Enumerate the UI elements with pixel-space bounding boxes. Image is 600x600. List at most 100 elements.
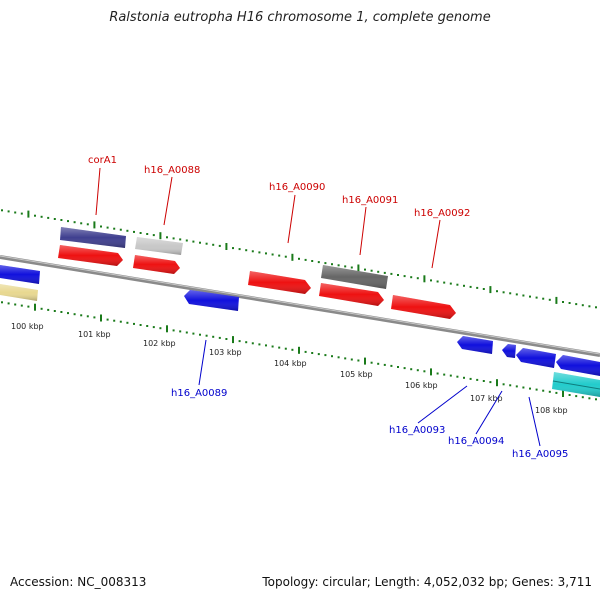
gene-feature-right-blue-shade xyxy=(556,355,600,376)
upper-row-major-tick xyxy=(357,264,360,272)
lower-row-minor-tick xyxy=(595,398,597,401)
upper-row-minor-tick xyxy=(106,226,109,229)
lower-row-minor-tick xyxy=(238,340,241,343)
cds-feature-h16_A0091-shade xyxy=(319,283,384,306)
map-title: Ralstonia eutropha H16 chromosome 1, com… xyxy=(109,10,491,25)
lower-row-minor-tick xyxy=(311,352,314,354)
upper-row-minor-tick xyxy=(535,296,538,299)
lower-row-minor-tick xyxy=(449,374,452,377)
lower-row-minor-tick xyxy=(344,357,347,360)
lower-row-minor-tick xyxy=(397,366,399,368)
lower-row-minor-tick xyxy=(443,373,446,376)
upper-row-minor-tick xyxy=(199,241,201,244)
lower-row-minor-tick xyxy=(119,320,122,323)
upper-row-minor-tick xyxy=(364,268,366,271)
gene-feature-right-cyan-divider xyxy=(552,380,600,390)
lower-row-minor-tick xyxy=(509,384,512,387)
upper-row-minor-tick xyxy=(245,249,248,252)
upper-row-minor-tick xyxy=(73,221,76,224)
gene-label-h16_A0088[interactable]: h16_A0088 xyxy=(144,165,200,176)
tick-label-102kbp: 102 kbp xyxy=(143,339,176,348)
lower-row-minor-tick xyxy=(555,391,558,394)
scale-labels: 100 kbp 101 kbp 102 kbp 103 kbp 104 kbp … xyxy=(11,322,568,415)
upper-row-minor-tick xyxy=(469,285,472,288)
lower-row-minor-tick xyxy=(1,301,3,304)
lower-row-minor-tick xyxy=(469,377,472,380)
upper-row-minor-tick xyxy=(443,281,446,284)
upper-row-major-tick xyxy=(159,232,162,240)
upper-row-minor-tick xyxy=(298,257,300,260)
upper-row-minor-tick xyxy=(430,279,432,282)
upper-row-minor-tick xyxy=(397,274,399,276)
gene-feature-h16_A0088-shade xyxy=(135,237,183,255)
lower-row-minor-tick xyxy=(291,348,294,351)
upper-row-minor-tick xyxy=(377,270,380,273)
lower-row-minor-tick xyxy=(463,376,465,379)
upper-row-minor-tick xyxy=(113,227,116,230)
upper-row-major-tick xyxy=(489,286,492,294)
lower-row-minor-tick xyxy=(218,336,221,339)
lower-row-minor-tick xyxy=(456,375,459,378)
upper-row-minor-tick xyxy=(271,253,274,256)
upper-row-minor-tick xyxy=(7,210,10,213)
upper-row-minor-tick xyxy=(126,229,129,232)
upper-row-minor-tick xyxy=(581,304,584,307)
lower-row-minor-tick xyxy=(588,397,591,400)
lower-row-minor-tick xyxy=(251,342,254,345)
lower-row-minor-tick xyxy=(350,358,353,361)
lower-row-minor-tick xyxy=(185,331,188,334)
upper-row-major-tick xyxy=(555,296,558,304)
lower-row-minor-tick xyxy=(436,372,439,375)
lower-row-minor-tick xyxy=(548,390,551,393)
genome-info-text: Topology: circular; Length: 4,052,032 bp… xyxy=(262,575,592,589)
upper-row-minor-tick xyxy=(47,216,50,219)
gene-label-h16_A0095[interactable]: h16_A0095 xyxy=(512,449,568,460)
upper-row-major-tick xyxy=(27,210,30,218)
lower-row-minor-tick xyxy=(139,324,142,326)
upper-row-minor-tick xyxy=(119,228,122,231)
tick-row-lower xyxy=(1,301,597,401)
leader-h16_A0091 xyxy=(359,206,367,256)
tick-label-100kbp: 100 kbp xyxy=(11,322,44,331)
lower-row-minor-tick xyxy=(27,305,30,308)
lower-row-minor-tick xyxy=(271,345,274,348)
lower-row-minor-tick xyxy=(304,350,307,353)
upper-row-minor-tick xyxy=(86,223,89,226)
leader-h16_A0090 xyxy=(287,194,296,244)
gene-label-h16_A0089[interactable]: h16_A0089 xyxy=(171,388,227,399)
lower-row-major-tick xyxy=(430,368,432,376)
gene-label-corA1[interactable]: corA1 xyxy=(88,155,117,166)
upper-row-minor-tick xyxy=(20,212,23,215)
lower-row-minor-tick xyxy=(370,361,373,364)
upper-row-minor-tick xyxy=(1,209,3,212)
tick-label-106kbp: 106 kbp xyxy=(405,381,438,390)
gene-feature-left-blue-shade xyxy=(0,265,40,284)
upper-row-minor-tick xyxy=(542,297,545,300)
cds-feature-corA1-shade xyxy=(58,245,123,266)
accession-text: Accession: NC_008313 xyxy=(10,575,147,589)
gene-label-h16_A0092[interactable]: h16_A0092 xyxy=(414,208,470,219)
upper-row-minor-tick xyxy=(410,276,413,279)
tick-label-108kbp: 108 kbp xyxy=(535,406,568,415)
label-leaders xyxy=(95,167,541,447)
lower-row-minor-tick xyxy=(357,359,360,362)
lower-row-minor-tick xyxy=(93,316,96,319)
gene-label-h16_A0093[interactable]: h16_A0093 xyxy=(389,425,445,436)
gene-labels: corA1 h16_A0088 h16_A0090 h16_A0091 h16_… xyxy=(88,155,568,460)
lower-row-minor-tick xyxy=(390,364,393,367)
lower-row-minor-tick xyxy=(47,308,50,311)
upper-row-minor-tick xyxy=(463,284,465,287)
gene-label-h16_A0091[interactable]: h16_A0091 xyxy=(342,195,398,206)
lower-row-minor-tick xyxy=(159,327,162,330)
lower-row-minor-tick xyxy=(476,378,479,381)
leader-h16_A0089 xyxy=(198,339,207,386)
lower-row-minor-tick xyxy=(7,302,10,305)
upper-row-major-tick xyxy=(423,275,426,283)
upper-row-major-tick xyxy=(93,221,96,229)
upper-row-minor-tick xyxy=(218,244,221,247)
lower-row-minor-tick xyxy=(152,326,155,329)
upper-row-minor-tick xyxy=(588,305,591,308)
gene-label-h16_A0090[interactable]: h16_A0090 xyxy=(269,182,325,193)
gene-label-h16_A0094[interactable]: h16_A0094 xyxy=(448,436,504,447)
lower-row-minor-tick xyxy=(86,315,89,318)
